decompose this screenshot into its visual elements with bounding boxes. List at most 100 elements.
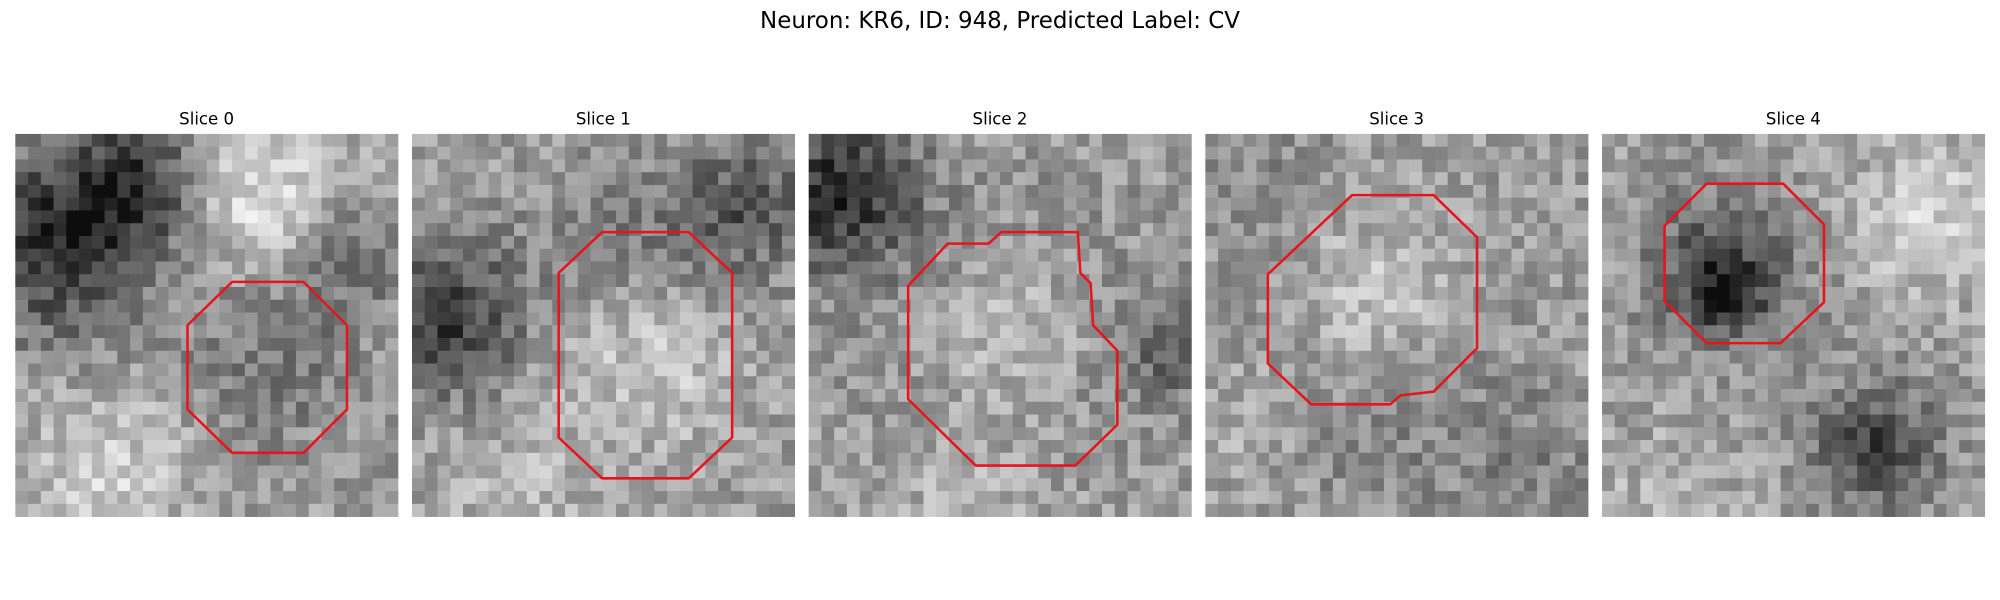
pixel	[1218, 414, 1232, 428]
pixel	[450, 503, 464, 517]
pixel	[514, 286, 528, 301]
pixel	[1575, 401, 1589, 415]
pixel	[781, 414, 796, 428]
pixel	[514, 350, 528, 364]
pixel	[1230, 452, 1245, 466]
pixel	[756, 414, 770, 428]
pixel	[1140, 133, 1154, 148]
pixel	[948, 491, 963, 505]
pixel	[1844, 133, 1858, 148]
pixel	[79, 286, 93, 301]
pixel	[603, 338, 617, 352]
pixel	[1946, 350, 1960, 364]
pixel	[1460, 376, 1474, 390]
pixel	[1818, 146, 1833, 160]
pixel	[885, 465, 899, 479]
pixel	[1895, 325, 1909, 339]
pixel	[705, 478, 719, 492]
pixel	[1575, 452, 1589, 466]
pixel	[1959, 401, 1973, 415]
pixel	[743, 376, 757, 390]
pixel	[1716, 197, 1730, 211]
pixel	[437, 401, 451, 415]
pixel	[1218, 325, 1232, 339]
pixel	[1614, 427, 1628, 441]
pixel	[308, 338, 322, 352]
pixel	[1140, 274, 1154, 288]
pixel	[679, 299, 693, 313]
pixel	[1524, 376, 1538, 390]
pixel	[1000, 133, 1014, 148]
pixel	[463, 133, 477, 148]
pixel	[411, 146, 426, 160]
pixel	[1742, 235, 1756, 250]
pixel	[1665, 389, 1679, 403]
pixel	[1882, 414, 1896, 428]
pixel	[808, 172, 822, 186]
pixel	[961, 286, 975, 301]
pixel	[1383, 503, 1398, 517]
pixel	[756, 133, 770, 148]
pixel	[577, 478, 591, 492]
pixel	[232, 503, 246, 517]
pixel	[1780, 401, 1794, 415]
pixel	[1742, 274, 1756, 288]
pixel	[15, 465, 29, 479]
pixel	[1767, 440, 1781, 454]
pixel	[1575, 350, 1589, 364]
pixel	[283, 312, 297, 326]
pixel	[411, 261, 426, 275]
pixel	[308, 172, 322, 186]
pixel	[1409, 363, 1423, 377]
pixel	[961, 389, 975, 403]
pixel	[1447, 133, 1461, 148]
slice-image	[1205, 133, 1589, 517]
pixel	[987, 172, 1001, 186]
pixel	[1920, 389, 1935, 403]
pixel	[654, 427, 668, 441]
pixel	[692, 159, 706, 173]
pixel	[1396, 376, 1410, 390]
pixel	[346, 376, 361, 390]
pixel	[1371, 350, 1385, 364]
pixel	[1460, 299, 1474, 313]
pixel	[1704, 197, 1718, 211]
pixel	[424, 248, 438, 262]
pixel	[1498, 197, 1512, 211]
pixel	[463, 491, 477, 505]
pixel	[539, 172, 553, 186]
pixel	[1434, 491, 1449, 505]
pixel	[923, 401, 937, 415]
pixel	[987, 197, 1001, 211]
pixel	[590, 363, 604, 377]
pixel	[1869, 197, 1884, 211]
pixel	[219, 363, 233, 377]
pixel	[923, 146, 937, 160]
pixel	[1256, 248, 1270, 262]
pixel	[359, 172, 373, 186]
pixel	[15, 299, 29, 313]
pixel	[1294, 299, 1308, 313]
pixel	[206, 197, 220, 211]
pixel	[53, 427, 67, 441]
pixel	[1895, 159, 1909, 173]
pixel	[1602, 197, 1616, 211]
pixel	[1614, 172, 1628, 186]
pixel	[79, 465, 93, 479]
pixel	[308, 210, 322, 224]
pixel	[66, 414, 80, 428]
pixel	[1485, 133, 1500, 148]
pixel	[1140, 363, 1154, 377]
pixel	[897, 427, 912, 441]
pixel	[616, 325, 630, 339]
pixel	[577, 146, 591, 160]
pixel	[1473, 184, 1487, 199]
pixel	[961, 363, 975, 377]
pixel	[168, 440, 182, 454]
pixel	[1422, 401, 1436, 415]
pixel	[769, 401, 783, 415]
pixel	[450, 491, 464, 505]
pixel	[1933, 197, 1947, 211]
pixel	[295, 235, 310, 250]
pixel	[743, 503, 757, 517]
